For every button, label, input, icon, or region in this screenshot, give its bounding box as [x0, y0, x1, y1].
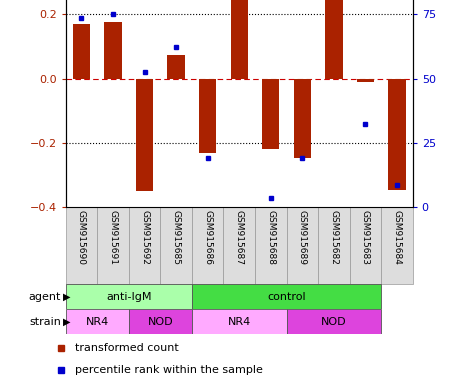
Bar [255, 207, 287, 284]
Bar [381, 207, 413, 284]
Text: agent: agent [29, 291, 61, 302]
Bar [136, 79, 153, 191]
Bar [199, 79, 216, 153]
Text: control: control [267, 291, 306, 302]
Text: GSM915689: GSM915689 [298, 210, 307, 265]
Text: NR4: NR4 [85, 316, 109, 327]
Text: GSM915692: GSM915692 [140, 210, 149, 265]
Text: GSM915685: GSM915685 [172, 210, 181, 265]
Text: NOD: NOD [147, 316, 173, 327]
Bar [349, 207, 381, 284]
Text: GSM915690: GSM915690 [77, 210, 86, 265]
Text: NR4: NR4 [227, 316, 251, 327]
Text: NOD: NOD [321, 316, 347, 327]
Text: ▶: ▶ [63, 316, 71, 327]
Bar [97, 207, 129, 284]
Text: GSM915686: GSM915686 [203, 210, 212, 265]
Text: GSM915691: GSM915691 [108, 210, 118, 265]
Text: GSM915684: GSM915684 [393, 210, 401, 265]
Bar [66, 309, 129, 334]
Bar [325, 0, 342, 79]
Bar [104, 22, 121, 79]
Bar [66, 207, 97, 284]
Text: percentile rank within the sample: percentile rank within the sample [75, 365, 263, 375]
Bar [73, 24, 90, 79]
Bar [160, 207, 192, 284]
Bar [262, 79, 280, 149]
Bar [192, 309, 287, 334]
Text: GSM915683: GSM915683 [361, 210, 370, 265]
Bar [167, 55, 185, 79]
Bar [287, 309, 381, 334]
Text: GSM915687: GSM915687 [234, 210, 244, 265]
Text: GSM915682: GSM915682 [329, 210, 338, 265]
Bar [66, 284, 192, 309]
Bar [129, 309, 192, 334]
Bar [318, 207, 349, 284]
Bar [192, 207, 223, 284]
Bar [230, 0, 248, 79]
Text: transformed count: transformed count [75, 343, 179, 353]
Bar [223, 207, 255, 284]
Text: anti-IgM: anti-IgM [106, 291, 151, 302]
Bar [287, 207, 318, 284]
Text: ▶: ▶ [63, 291, 71, 302]
Bar [294, 79, 311, 157]
Bar [129, 207, 160, 284]
Bar [192, 284, 381, 309]
Bar [357, 79, 374, 82]
Bar [388, 79, 406, 190]
Text: GSM915688: GSM915688 [266, 210, 275, 265]
Text: strain: strain [29, 316, 61, 327]
